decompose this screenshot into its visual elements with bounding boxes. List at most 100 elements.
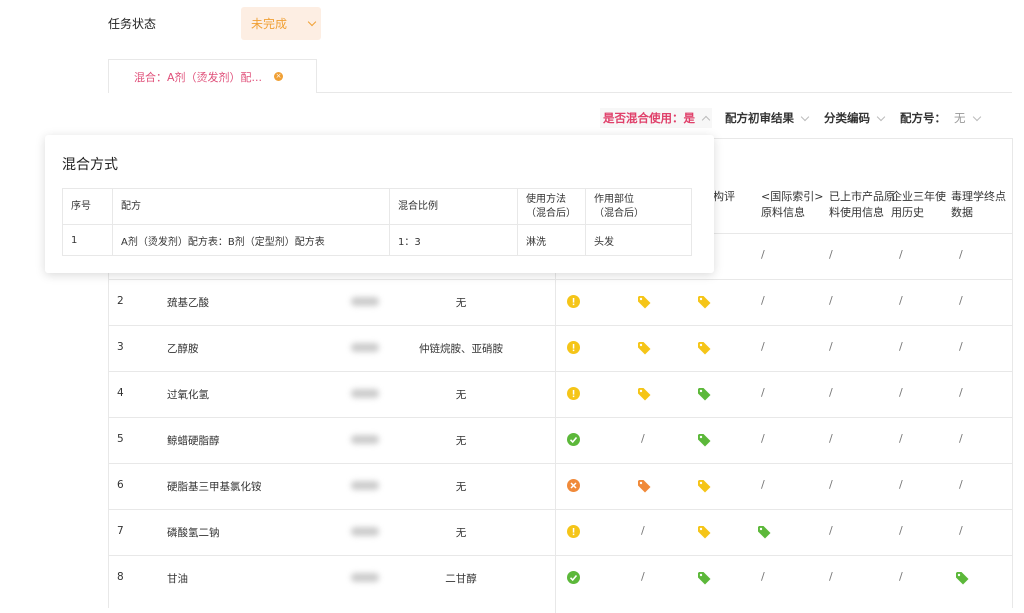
empty-cell: / bbox=[829, 386, 833, 399]
cell-no: 5 bbox=[117, 433, 124, 445]
cell-no: 2 bbox=[117, 295, 124, 307]
empty-cell: / bbox=[761, 432, 765, 445]
empty-cell: / bbox=[899, 478, 903, 491]
column-header: 企业三年使 用历史 bbox=[891, 190, 946, 219]
task-status-select[interactable]: 未完成 bbox=[241, 7, 321, 40]
col-header: 混合比例 bbox=[389, 188, 518, 225]
tab-mix[interactable]: 混合：A剂（烫发剂）配... × bbox=[108, 59, 317, 93]
filter-label: 配方号： bbox=[900, 111, 946, 125]
blurred-content-value bbox=[351, 573, 379, 582]
chevron-down-icon bbox=[800, 112, 810, 121]
cell-name: 磷酸氢二钠 bbox=[167, 527, 220, 539]
column-divider bbox=[555, 233, 556, 613]
mix-method-popup: 混合方式 序号 配方 混合比例 使用方法 （混合后） 作用部位 （混合后） 1 … bbox=[45, 135, 714, 273]
tab-label: 混合：A剂（烫发剂）配... bbox=[134, 70, 263, 84]
empty-cell: / bbox=[829, 570, 833, 583]
col-header: 使用方法 （混合后） bbox=[517, 188, 586, 225]
cell-impurity: 无 bbox=[455, 481, 467, 493]
tag-green-icon[interactable] bbox=[697, 433, 711, 447]
task-status-label: 任务状态 bbox=[108, 17, 157, 31]
chevron-down-icon bbox=[876, 112, 886, 121]
tag-yellow-icon[interactable] bbox=[637, 387, 651, 401]
popup-title: 混合方式 bbox=[62, 157, 118, 173]
empty-cell: / bbox=[899, 294, 903, 307]
empty-cell: / bbox=[829, 294, 833, 307]
empty-cell: / bbox=[959, 294, 963, 307]
table-row[interactable]: 7 磷酸氢二钠 无 / / / / bbox=[109, 509, 1012, 555]
empty-cell: / bbox=[641, 432, 645, 445]
filter-label: 是否混合使用：是 bbox=[603, 111, 695, 125]
empty-cell: / bbox=[829, 340, 833, 353]
mix-method-table: 序号 配方 混合比例 使用方法 （混合后） 作用部位 （混合后） 1 A剂（烫发… bbox=[62, 188, 692, 256]
empty-cell: / bbox=[761, 248, 765, 261]
status-error-icon bbox=[567, 479, 580, 492]
empty-cell: / bbox=[829, 432, 833, 445]
column-header: 已上市产品原 料使用信息 bbox=[829, 190, 895, 219]
tag-yellow-icon[interactable] bbox=[697, 479, 711, 493]
tag-yellow-icon[interactable] bbox=[697, 525, 711, 539]
empty-cell: / bbox=[959, 340, 963, 353]
filter-category-code[interactable]: 分类编码 bbox=[821, 108, 887, 128]
filter-bar: 是否混合使用：是 配方初审结果 分类编码 配方号： 无 bbox=[600, 108, 983, 128]
empty-cell: / bbox=[641, 524, 645, 537]
status-ok-icon bbox=[567, 571, 580, 584]
table-row[interactable]: 8 甘油 二甘醇 / / / / bbox=[109, 555, 1012, 601]
filter-label: 配方初审结果 bbox=[725, 111, 794, 125]
filter-label: 分类编码 bbox=[824, 111, 870, 125]
cell-no: 8 bbox=[117, 571, 124, 583]
col-header: 配方 bbox=[112, 188, 390, 225]
filter-review-result[interactable]: 配方初审结果 bbox=[722, 108, 811, 128]
task-status-value: 未完成 bbox=[251, 17, 288, 31]
cell-ratio: 1：3 bbox=[389, 224, 518, 256]
cell-name: 巯基乙酸 bbox=[167, 297, 209, 309]
tag-yellow-icon[interactable] bbox=[697, 295, 711, 309]
tag-green-icon[interactable] bbox=[697, 571, 711, 585]
cell-name: 过氧化氢 bbox=[167, 389, 209, 401]
tag-yellow-icon[interactable] bbox=[637, 295, 651, 309]
filter-formula-no[interactable]: 配方号： 无 bbox=[897, 108, 983, 128]
empty-cell: / bbox=[829, 248, 833, 261]
table-row[interactable]: 4 过氧化氢 无 / / / / bbox=[109, 371, 1012, 417]
blurred-content-value bbox=[351, 481, 379, 490]
empty-cell: / bbox=[899, 248, 903, 261]
tag-green-icon[interactable] bbox=[955, 571, 969, 585]
empty-cell: / bbox=[959, 524, 963, 537]
empty-cell: / bbox=[641, 570, 645, 583]
tag-orange-icon[interactable] bbox=[637, 479, 651, 493]
tab-divider bbox=[316, 92, 1012, 93]
cell-no: 1 bbox=[62, 224, 113, 256]
cell-impurity: 无 bbox=[455, 389, 467, 401]
table-row[interactable]: 6 硬脂基三甲基氯化铵 无 / / / / bbox=[109, 463, 1012, 509]
tag-yellow-icon[interactable] bbox=[637, 341, 651, 355]
cell-no: 4 bbox=[117, 387, 124, 399]
tag-yellow-icon[interactable] bbox=[697, 341, 711, 355]
empty-cell: / bbox=[761, 570, 765, 583]
empty-cell: / bbox=[899, 570, 903, 583]
status-ok-icon bbox=[567, 433, 580, 446]
cell-impurity: 仲链烷胺、亚硝胺 bbox=[419, 343, 503, 355]
close-circle-icon[interactable]: × bbox=[274, 72, 284, 81]
empty-cell: / bbox=[829, 478, 833, 491]
tag-green-icon[interactable] bbox=[757, 525, 771, 539]
cell-site: 头发 bbox=[585, 224, 692, 256]
chevron-up-icon bbox=[701, 115, 711, 124]
cell-no: 6 bbox=[117, 479, 124, 491]
tag-green-icon[interactable] bbox=[697, 387, 711, 401]
empty-cell: / bbox=[761, 340, 765, 353]
empty-cell: / bbox=[959, 478, 963, 491]
column-header: <国际索引> 原料信息 bbox=[761, 190, 824, 219]
empty-cell: / bbox=[899, 524, 903, 537]
table-row[interactable]: 2 巯基乙酸 无 / / / / bbox=[109, 279, 1012, 325]
cell-formula: A剂（烫发剂）配方表：B剂（定型剂）配方表 bbox=[112, 224, 390, 256]
cell-name: 鲸蜡硬脂醇 bbox=[167, 435, 220, 447]
cell-impurity: 无 bbox=[455, 297, 467, 309]
table-row[interactable]: 3 乙醇胺 仲链烷胺、亚硝胺 / / / / bbox=[109, 325, 1012, 371]
table-row[interactable]: 5 鲸蜡硬脂醇 无 / / / / / bbox=[109, 417, 1012, 463]
blurred-content-value bbox=[351, 435, 379, 444]
cell-name: 乙醇胺 bbox=[167, 343, 199, 355]
cell-name: 硬脂基三甲基氯化铵 bbox=[167, 481, 262, 493]
filter-mixed-use[interactable]: 是否混合使用：是 bbox=[600, 108, 712, 128]
status-warning-icon bbox=[567, 341, 580, 354]
col-header: 序号 bbox=[62, 188, 113, 225]
